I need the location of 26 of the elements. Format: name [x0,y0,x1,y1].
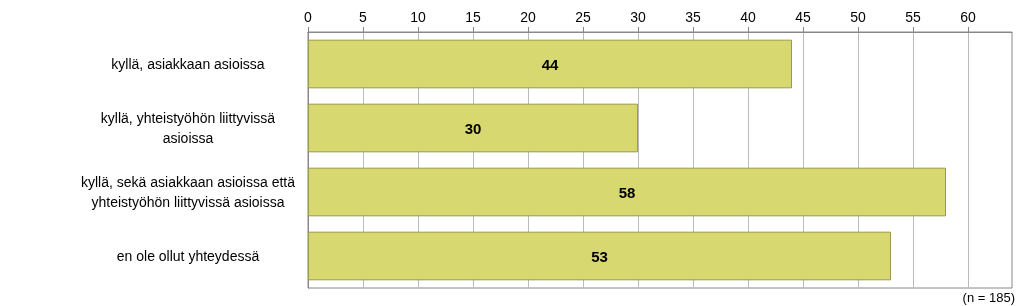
data-label: 58 [618,183,636,201]
x-tick-label: 10 [410,9,426,25]
x-tick-label: 60 [960,9,976,25]
data-label: 44 [541,55,559,73]
x-tick-label: 15 [465,9,481,25]
y-tick-label: kyllä, sekä asiakkaan asioissa että yhteistyöhön liittyvissä asioissa [81,174,296,210]
bar [308,167,946,217]
x-tick-label: 45 [795,9,811,25]
x-tick-label: 25 [575,9,591,25]
x-tick-label: 20 [520,9,536,25]
x-tick-label: 5 [359,9,368,25]
x-tick-label: 50 [850,9,866,25]
bar [308,231,891,281]
x-tick-label: 30 [630,9,646,25]
y-tick-label: kyllä, yhteistyöhön liittyvissä asioissa [100,110,276,146]
text: (n = 185) [962,290,1016,305]
y-tick-label: kyllä, asiakkaan asioissa [111,56,265,72]
x-tick-label: 35 [685,9,701,25]
data-label: 30 [464,119,482,137]
x-tick-label: 40 [740,9,756,25]
bar [308,39,792,89]
x-tick-label: 55 [905,9,921,25]
x-tick-label: 0 [304,9,313,25]
bar [308,103,638,153]
y-tick-label: en ole ollut yhteydessä [116,248,260,264]
data-label: 53 [591,247,608,265]
